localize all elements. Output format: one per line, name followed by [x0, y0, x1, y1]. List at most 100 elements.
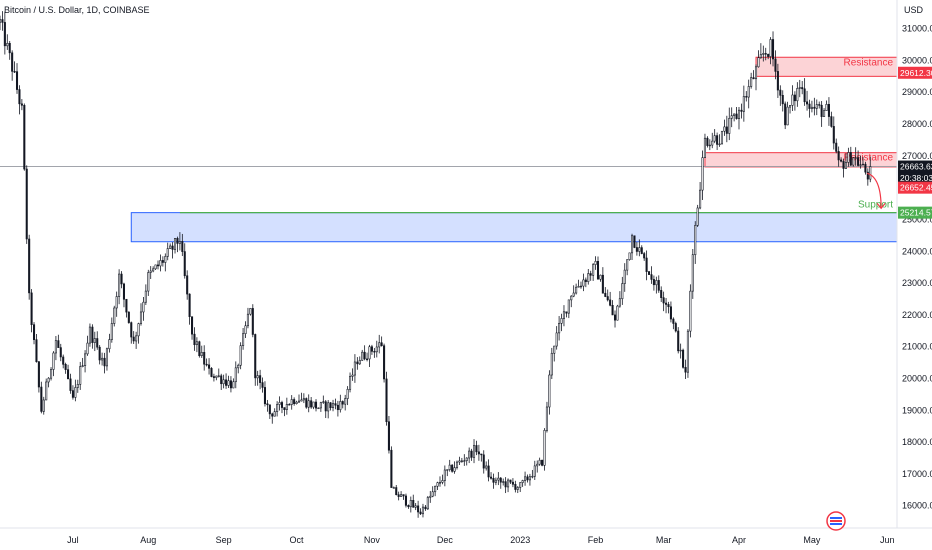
candle-body — [312, 401, 315, 408]
candle-body — [210, 368, 213, 377]
candle-body — [385, 378, 388, 423]
candle-body — [421, 506, 425, 515]
candle-body — [169, 245, 172, 249]
candle-body — [485, 465, 488, 469]
candle-body — [198, 341, 201, 357]
candle-body — [713, 135, 716, 142]
candle-body — [249, 308, 252, 315]
y-tick-label: 30000.00 — [902, 55, 932, 65]
tag-resistance-lower: 26652.45 — [900, 183, 932, 193]
tag-countdown: 20:38:03 — [900, 173, 932, 183]
candle-body — [594, 261, 597, 265]
candle-body — [23, 104, 26, 170]
candle-body — [660, 290, 663, 298]
candle-body — [69, 378, 72, 391]
candle-body — [125, 298, 128, 313]
candle-body — [677, 330, 680, 352]
candle-body — [497, 477, 500, 481]
candle-body — [648, 271, 651, 275]
y-tick-label: 23000.00 — [902, 278, 932, 288]
candle-body — [813, 106, 816, 109]
candle-body — [609, 299, 612, 306]
candle-body — [779, 89, 782, 96]
candle-body — [6, 42, 9, 47]
candle-body — [227, 380, 230, 386]
candle-body — [327, 402, 330, 412]
candle-body — [115, 296, 118, 309]
candle-body — [747, 86, 750, 98]
candle-body — [562, 311, 565, 319]
y-tick-label: 17000.00 — [902, 469, 932, 479]
tradingview-logo[interactable] — [826, 511, 846, 531]
candle-body — [35, 339, 38, 363]
candle-body — [657, 280, 660, 291]
candle-body — [254, 334, 257, 379]
candle-body — [528, 476, 531, 481]
candle-body — [577, 286, 580, 288]
candle-body — [178, 241, 181, 244]
candle-body — [750, 77, 753, 87]
candle-body — [784, 103, 787, 126]
candle-body — [341, 401, 344, 405]
candle-body — [159, 260, 162, 267]
candle-body — [645, 257, 648, 272]
candle-body — [806, 101, 809, 105]
candle-body — [186, 275, 189, 295]
annotations-layer — [866, 172, 886, 210]
candle-body — [538, 459, 541, 465]
candle-body — [745, 96, 748, 98]
candle-body — [414, 505, 417, 508]
y-tick-label: 24000.00 — [902, 246, 932, 256]
candle-body — [786, 106, 789, 126]
candle-body — [154, 264, 157, 270]
candle-body — [869, 166, 872, 180]
candle-body — [825, 104, 828, 111]
candle-body — [273, 411, 276, 417]
candle-body — [847, 152, 850, 163]
candle-body — [514, 483, 517, 490]
candle-body — [166, 248, 169, 257]
candle-body — [789, 105, 792, 108]
candle-body — [728, 118, 731, 134]
candle-body — [0, 19, 2, 23]
candle-body — [251, 308, 254, 335]
candle-body — [232, 381, 235, 389]
candle-body — [246, 313, 249, 327]
candle-body — [118, 273, 121, 297]
candle-body — [643, 253, 646, 259]
candle-body — [96, 338, 99, 348]
candle-body — [215, 375, 218, 378]
x-tick-label: Jun — [880, 535, 895, 545]
candle-body — [181, 241, 184, 252]
candle-body — [147, 272, 150, 292]
candle-body — [300, 399, 303, 402]
tag-support-bg — [898, 206, 932, 219]
candle-body — [650, 274, 653, 280]
candle-body — [703, 137, 706, 158]
candle-body — [796, 88, 799, 102]
candle-body — [524, 476, 527, 481]
candle-body — [550, 352, 553, 376]
candle-body — [278, 402, 281, 405]
candle-body — [587, 273, 590, 282]
candle-body — [545, 406, 548, 431]
candle-body — [30, 292, 33, 325]
candle-body — [830, 116, 833, 127]
candle-body — [130, 322, 133, 338]
candle-body — [579, 285, 583, 288]
candle-body — [373, 351, 376, 353]
candle-body — [203, 352, 206, 365]
x-axis[interactable]: Jul Aug Sep Oct Nov Dec 2023 Feb Mar Apr May Jun — [67, 535, 894, 545]
x-tick-label: Apr — [732, 535, 746, 545]
candle-body — [852, 157, 855, 166]
candle-body — [334, 403, 337, 406]
candle-body — [468, 450, 471, 459]
candle-body — [716, 135, 719, 145]
candle-body — [589, 273, 592, 276]
candle-body — [575, 286, 578, 294]
y-axis[interactable]: 16000.00 17000.00 18000.00 19000.00 20000.00… — [902, 24, 932, 511]
candle-body — [701, 157, 704, 191]
candle-body — [596, 261, 600, 280]
candle-body — [205, 363, 208, 366]
